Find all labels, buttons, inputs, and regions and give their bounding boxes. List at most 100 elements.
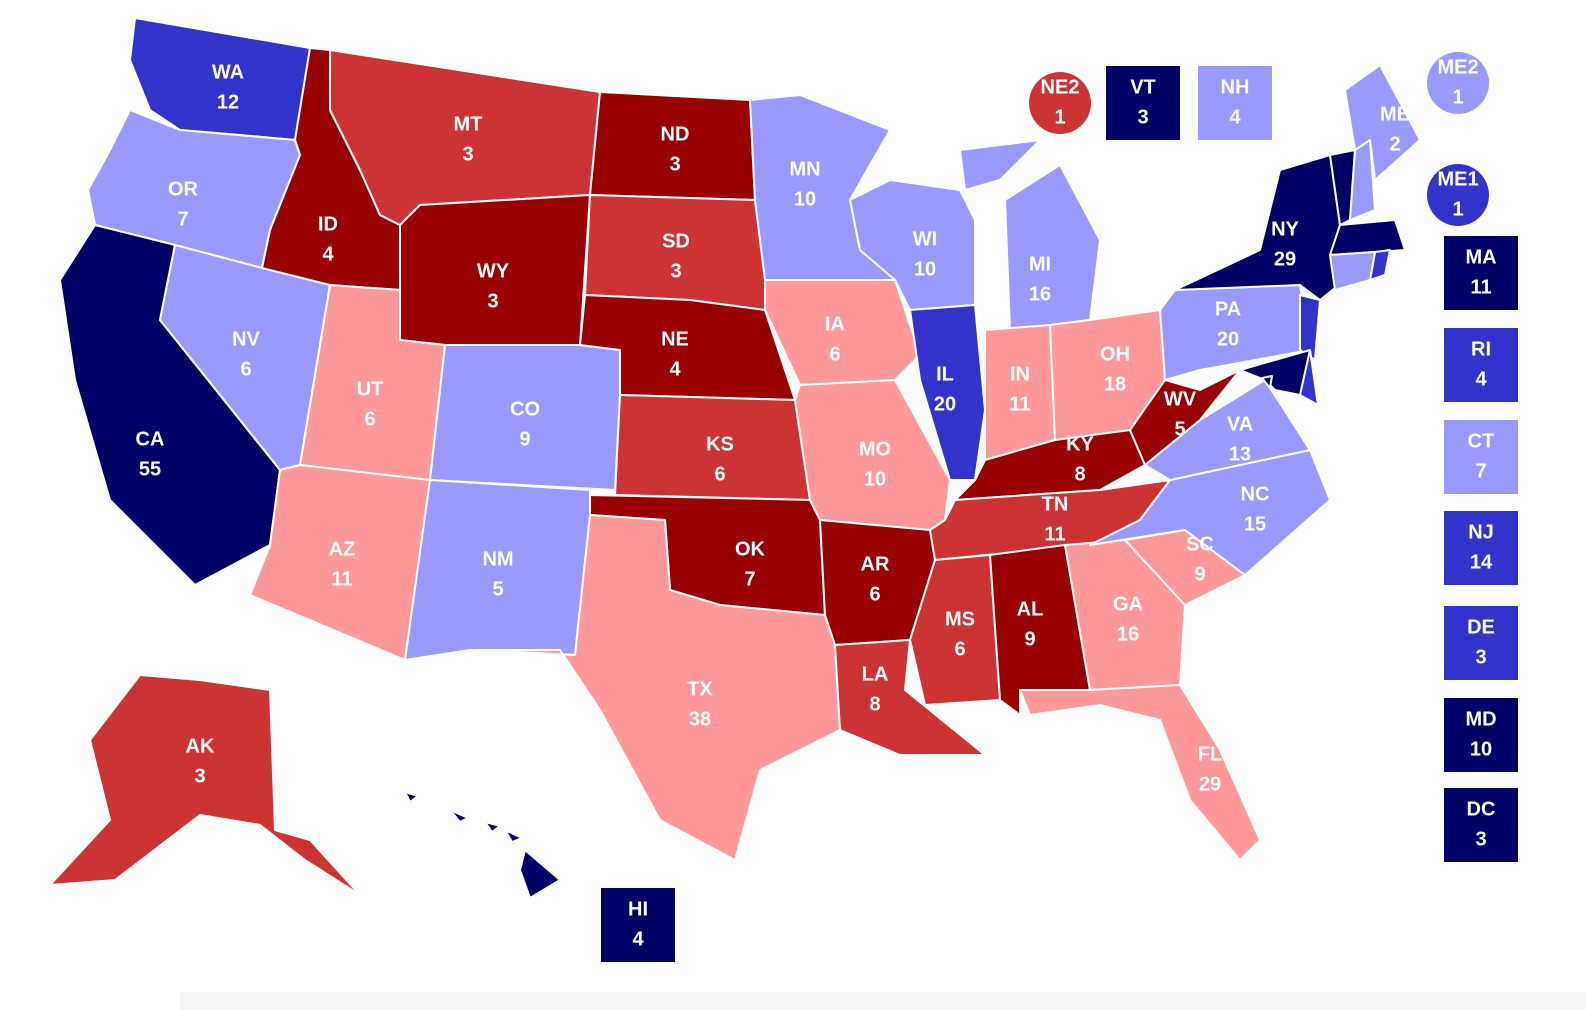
electoral-votes: 16 xyxy=(1117,623,1139,645)
electoral-votes: 4 xyxy=(1475,368,1487,390)
state-abbr: MN xyxy=(789,158,820,180)
state-abbr: VA xyxy=(1227,413,1253,435)
electoral-votes: 9 xyxy=(1024,628,1035,650)
electoral-votes: 10 xyxy=(864,468,886,490)
electoral-votes: 16 xyxy=(1029,283,1051,305)
electoral-votes: 13 xyxy=(1229,443,1251,465)
electoral-votes: 11 xyxy=(1044,523,1065,545)
state-abbr: VT xyxy=(1130,76,1156,98)
state-abbr: CO xyxy=(510,398,540,420)
electoral-votes: 29 xyxy=(1199,773,1221,795)
state-abbr: TN xyxy=(1042,493,1069,515)
state-abbr: RI xyxy=(1471,338,1491,360)
electoral-votes: 9 xyxy=(1194,563,1205,585)
state-abbr: SC xyxy=(1186,533,1214,555)
state-shape xyxy=(589,91,756,201)
state-abbr: MD xyxy=(1465,708,1496,730)
state-shape xyxy=(1019,684,1261,861)
state-box xyxy=(1444,236,1518,310)
electoral-votes: 1 xyxy=(1054,106,1065,128)
state-abbr: UT xyxy=(357,378,384,400)
state-shape xyxy=(1004,164,1101,331)
electoral-votes: 20 xyxy=(934,393,956,415)
state-abbr: AK xyxy=(186,735,215,757)
electoral-votes: 1 xyxy=(1452,86,1463,108)
electoral-votes: 8 xyxy=(869,693,880,715)
state-abbr: GA xyxy=(1113,593,1143,615)
state-shape xyxy=(1299,294,1321,361)
electoral-votes: 4 xyxy=(632,928,644,950)
state-shape xyxy=(404,791,419,803)
state-abbr: TX xyxy=(687,678,713,700)
state-abbr: ME xyxy=(1380,103,1410,125)
electoral-votes: 1 xyxy=(1452,198,1463,220)
electoral-votes: 6 xyxy=(364,408,375,430)
electoral-votes: 7 xyxy=(744,568,755,590)
state-abbr: DC xyxy=(1467,798,1496,820)
state-abbr: NJ xyxy=(1468,521,1494,543)
state-abbr: MT xyxy=(454,113,483,135)
state-shape xyxy=(474,514,841,861)
electoral-votes: 4 xyxy=(1229,106,1241,128)
district-circle xyxy=(1427,164,1489,226)
state-shape xyxy=(1239,349,1311,396)
state-abbr: CA xyxy=(136,428,165,450)
state-abbr: ND xyxy=(661,123,690,145)
electoral-votes: 14 xyxy=(1470,551,1493,573)
electoral-votes: 3 xyxy=(1475,828,1486,850)
state-abbr: OH xyxy=(1100,343,1130,365)
electoral-votes: 3 xyxy=(670,260,681,282)
electoral-votes: 3 xyxy=(669,153,680,175)
electoral-votes: 4 xyxy=(669,358,681,380)
electoral-votes: 8 xyxy=(1074,463,1085,485)
state-box xyxy=(1106,66,1180,140)
state-box xyxy=(1444,698,1518,772)
electoral-votes: 10 xyxy=(1470,738,1492,760)
state-shape xyxy=(49,674,361,896)
electoral-votes: 6 xyxy=(829,343,840,365)
state-abbr: NV xyxy=(232,328,260,350)
state-abbr: NH xyxy=(1221,76,1250,98)
state-abbr: SD xyxy=(662,230,690,252)
state-abbr: WA xyxy=(212,61,244,83)
state-shape xyxy=(584,194,766,311)
electoral-votes: 6 xyxy=(714,463,725,485)
state-abbr: KY xyxy=(1066,433,1094,455)
state-abbr: AR xyxy=(861,553,890,575)
state-abbr: CT xyxy=(1468,430,1495,452)
state-shape xyxy=(954,429,1146,501)
state-shape xyxy=(484,821,501,833)
state-shape xyxy=(504,829,523,843)
state-shape xyxy=(1344,64,1421,181)
state-abbr: LA xyxy=(862,663,889,685)
electoral-votes: 3 xyxy=(1475,646,1486,668)
electoral-votes: 10 xyxy=(794,188,816,210)
state-shape xyxy=(519,849,561,899)
electoral-votes: 2 xyxy=(1389,133,1400,155)
state-abbr: MS xyxy=(945,608,975,630)
state-shape xyxy=(1329,251,1376,291)
district-circle xyxy=(1427,52,1489,114)
electoral-votes: 3 xyxy=(462,143,473,165)
electoral-votes: 4 xyxy=(322,243,334,265)
electoral-votes: 5 xyxy=(1174,418,1185,440)
state-box xyxy=(1444,606,1518,680)
state-box xyxy=(1198,66,1272,140)
state-abbr: OR xyxy=(168,178,199,200)
electoral-votes: 6 xyxy=(954,638,965,660)
state-shape xyxy=(1329,219,1406,256)
electoral-votes: 7 xyxy=(1475,460,1486,482)
electoral-votes: 3 xyxy=(194,765,205,787)
electoral-votes: 55 xyxy=(139,458,161,480)
electoral-votes: 11 xyxy=(1009,393,1030,415)
electoral-votes: 29 xyxy=(1274,248,1296,270)
state-abbr: WI xyxy=(913,228,937,250)
state-abbr: AL xyxy=(1017,598,1044,620)
state-abbr: FL xyxy=(1198,743,1222,765)
state-abbr: OK xyxy=(735,538,766,560)
state-abbr: ID xyxy=(318,213,338,235)
state-abbr: ME1 xyxy=(1437,168,1478,190)
electoral-votes: 38 xyxy=(689,708,711,730)
